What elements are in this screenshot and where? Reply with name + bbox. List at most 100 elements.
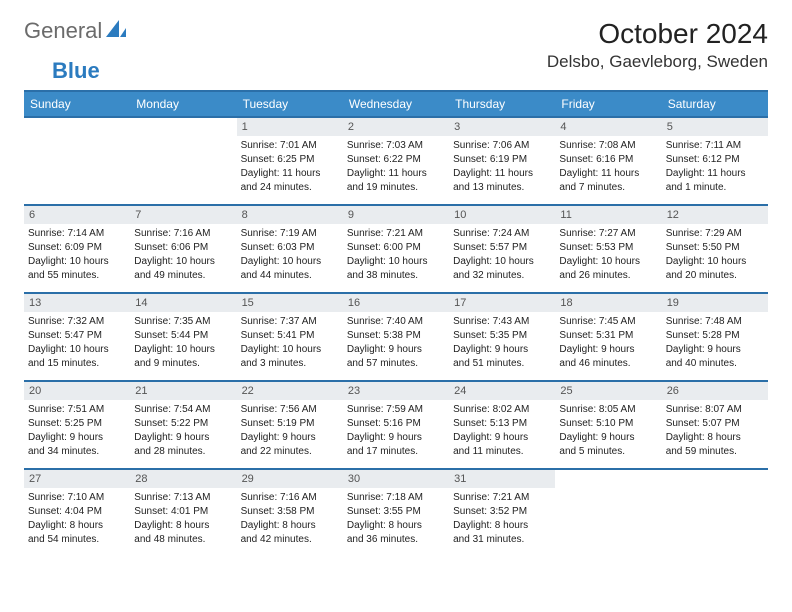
day-line-sunrise: Sunrise: 7:06 AM bbox=[453, 139, 551, 153]
calendar-day-cell: 2Sunrise: 7:03 AMSunset: 6:22 PMDaylight… bbox=[343, 117, 449, 205]
day-line-d1: Daylight: 8 hours bbox=[453, 519, 551, 533]
weekday-header: Friday bbox=[555, 91, 661, 117]
day-line-d2: and 19 minutes. bbox=[347, 181, 445, 195]
day-line-sunrise: Sunrise: 7:03 AM bbox=[347, 139, 445, 153]
calendar-day-cell: 8Sunrise: 7:19 AMSunset: 6:03 PMDaylight… bbox=[237, 205, 343, 293]
day-line-d1: Daylight: 8 hours bbox=[666, 431, 764, 445]
day-line-d2: and 11 minutes. bbox=[453, 445, 551, 459]
day-line-sunrise: Sunrise: 7:24 AM bbox=[453, 227, 551, 241]
calendar-table: SundayMondayTuesdayWednesdayThursdayFrid… bbox=[24, 90, 768, 557]
calendar-day-cell: 28Sunrise: 7:13 AMSunset: 4:01 PMDayligh… bbox=[130, 469, 236, 557]
day-number: 25 bbox=[555, 382, 661, 400]
day-line-d1: Daylight: 10 hours bbox=[666, 255, 764, 269]
calendar-day-cell: 16Sunrise: 7:40 AMSunset: 5:38 PMDayligh… bbox=[343, 293, 449, 381]
logo-text-blue: Blue bbox=[52, 58, 100, 83]
day-line-sunrise: Sunrise: 7:11 AM bbox=[666, 139, 764, 153]
day-details: Sunrise: 7:32 AMSunset: 5:47 PMDaylight:… bbox=[28, 315, 126, 371]
calendar-day-cell: 23Sunrise: 7:59 AMSunset: 5:16 PMDayligh… bbox=[343, 381, 449, 469]
day-line-d2: and 17 minutes. bbox=[347, 445, 445, 459]
day-line-d2: and 40 minutes. bbox=[666, 357, 764, 371]
day-details: Sunrise: 7:16 AMSunset: 3:58 PMDaylight:… bbox=[241, 491, 339, 547]
day-line-d2: and 48 minutes. bbox=[134, 533, 232, 547]
day-line-sunrise: Sunrise: 7:08 AM bbox=[559, 139, 657, 153]
day-number: 30 bbox=[343, 470, 449, 488]
calendar-day-cell: 27Sunrise: 7:10 AMSunset: 4:04 PMDayligh… bbox=[24, 469, 130, 557]
day-line-sunset: Sunset: 5:35 PM bbox=[453, 329, 551, 343]
day-line-sunrise: Sunrise: 8:02 AM bbox=[453, 403, 551, 417]
day-line-d1: Daylight: 11 hours bbox=[347, 167, 445, 181]
day-line-sunset: Sunset: 5:53 PM bbox=[559, 241, 657, 255]
day-line-sunset: Sunset: 3:58 PM bbox=[241, 505, 339, 519]
day-line-d2: and 32 minutes. bbox=[453, 269, 551, 283]
day-line-d1: Daylight: 11 hours bbox=[666, 167, 764, 181]
calendar-day-cell: 24Sunrise: 8:02 AMSunset: 5:13 PMDayligh… bbox=[449, 381, 555, 469]
logo: General bbox=[24, 18, 128, 44]
day-line-d1: Daylight: 9 hours bbox=[28, 431, 126, 445]
day-line-sunrise: Sunrise: 7:32 AM bbox=[28, 315, 126, 329]
location-text: Delsbo, Gaevleborg, Sweden bbox=[547, 52, 768, 72]
day-line-sunset: Sunset: 5:16 PM bbox=[347, 417, 445, 431]
day-line-d1: Daylight: 10 hours bbox=[134, 343, 232, 357]
calendar-day-cell: 31Sunrise: 7:21 AMSunset: 3:52 PMDayligh… bbox=[449, 469, 555, 557]
day-details: Sunrise: 7:54 AMSunset: 5:22 PMDaylight:… bbox=[134, 403, 232, 459]
weekday-header: Tuesday bbox=[237, 91, 343, 117]
calendar-body: 1Sunrise: 7:01 AMSunset: 6:25 PMDaylight… bbox=[24, 117, 768, 557]
day-line-sunrise: Sunrise: 7:21 AM bbox=[347, 227, 445, 241]
day-line-d1: Daylight: 9 hours bbox=[134, 431, 232, 445]
day-details: Sunrise: 8:02 AMSunset: 5:13 PMDaylight:… bbox=[453, 403, 551, 459]
day-line-sunset: Sunset: 5:57 PM bbox=[453, 241, 551, 255]
title-block: October 2024 Delsbo, Gaevleborg, Sweden bbox=[547, 18, 768, 72]
day-line-d2: and 31 minutes. bbox=[453, 533, 551, 547]
calendar-day-cell: 3Sunrise: 7:06 AMSunset: 6:19 PMDaylight… bbox=[449, 117, 555, 205]
day-line-sunrise: Sunrise: 8:07 AM bbox=[666, 403, 764, 417]
day-line-sunset: Sunset: 5:28 PM bbox=[666, 329, 764, 343]
page-root: General October 2024 Delsbo, Gaevleborg,… bbox=[0, 0, 792, 567]
day-line-d1: Daylight: 11 hours bbox=[559, 167, 657, 181]
day-line-sunrise: Sunrise: 7:29 AM bbox=[666, 227, 764, 241]
calendar-day-cell: 15Sunrise: 7:37 AMSunset: 5:41 PMDayligh… bbox=[237, 293, 343, 381]
day-line-sunset: Sunset: 6:03 PM bbox=[241, 241, 339, 255]
day-line-sunrise: Sunrise: 7:37 AM bbox=[241, 315, 339, 329]
day-number: 28 bbox=[130, 470, 236, 488]
day-line-sunset: Sunset: 5:22 PM bbox=[134, 417, 232, 431]
calendar-day-cell: 29Sunrise: 7:16 AMSunset: 3:58 PMDayligh… bbox=[237, 469, 343, 557]
day-line-d2: and 57 minutes. bbox=[347, 357, 445, 371]
day-line-d1: Daylight: 10 hours bbox=[559, 255, 657, 269]
day-details: Sunrise: 7:40 AMSunset: 5:38 PMDaylight:… bbox=[347, 315, 445, 371]
day-line-d1: Daylight: 8 hours bbox=[347, 519, 445, 533]
day-line-d2: and 9 minutes. bbox=[134, 357, 232, 371]
day-line-sunrise: Sunrise: 7:54 AM bbox=[134, 403, 232, 417]
day-line-sunrise: Sunrise: 7:16 AM bbox=[134, 227, 232, 241]
day-number: 9 bbox=[343, 206, 449, 224]
day-line-sunset: Sunset: 4:04 PM bbox=[28, 505, 126, 519]
day-details: Sunrise: 8:07 AMSunset: 5:07 PMDaylight:… bbox=[666, 403, 764, 459]
day-line-sunset: Sunset: 6:06 PM bbox=[134, 241, 232, 255]
day-line-d2: and 13 minutes. bbox=[453, 181, 551, 195]
day-details: Sunrise: 7:18 AMSunset: 3:55 PMDaylight:… bbox=[347, 491, 445, 547]
day-details: Sunrise: 7:27 AMSunset: 5:53 PMDaylight:… bbox=[559, 227, 657, 283]
calendar-day-cell bbox=[555, 469, 661, 557]
day-line-sunrise: Sunrise: 7:56 AM bbox=[241, 403, 339, 417]
day-line-sunset: Sunset: 5:38 PM bbox=[347, 329, 445, 343]
weekday-header: Saturday bbox=[662, 91, 768, 117]
day-line-sunset: Sunset: 5:47 PM bbox=[28, 329, 126, 343]
day-number: 15 bbox=[237, 294, 343, 312]
calendar-day-cell bbox=[662, 469, 768, 557]
day-details: Sunrise: 7:16 AMSunset: 6:06 PMDaylight:… bbox=[134, 227, 232, 283]
day-details: Sunrise: 7:59 AMSunset: 5:16 PMDaylight:… bbox=[347, 403, 445, 459]
day-line-d2: and 38 minutes. bbox=[347, 269, 445, 283]
day-number: 21 bbox=[130, 382, 236, 400]
day-number: 7 bbox=[130, 206, 236, 224]
day-line-sunset: Sunset: 6:00 PM bbox=[347, 241, 445, 255]
calendar-day-cell: 18Sunrise: 7:45 AMSunset: 5:31 PMDayligh… bbox=[555, 293, 661, 381]
calendar-day-cell: 4Sunrise: 7:08 AMSunset: 6:16 PMDaylight… bbox=[555, 117, 661, 205]
weekday-header: Sunday bbox=[24, 91, 130, 117]
day-line-sunrise: Sunrise: 7:13 AM bbox=[134, 491, 232, 505]
day-details: Sunrise: 7:19 AMSunset: 6:03 PMDaylight:… bbox=[241, 227, 339, 283]
day-number: 18 bbox=[555, 294, 661, 312]
day-line-d2: and 54 minutes. bbox=[28, 533, 126, 547]
day-line-sunrise: Sunrise: 7:01 AM bbox=[241, 139, 339, 153]
calendar-day-cell: 5Sunrise: 7:11 AMSunset: 6:12 PMDaylight… bbox=[662, 117, 768, 205]
day-number: 12 bbox=[662, 206, 768, 224]
day-line-sunrise: Sunrise: 7:19 AM bbox=[241, 227, 339, 241]
